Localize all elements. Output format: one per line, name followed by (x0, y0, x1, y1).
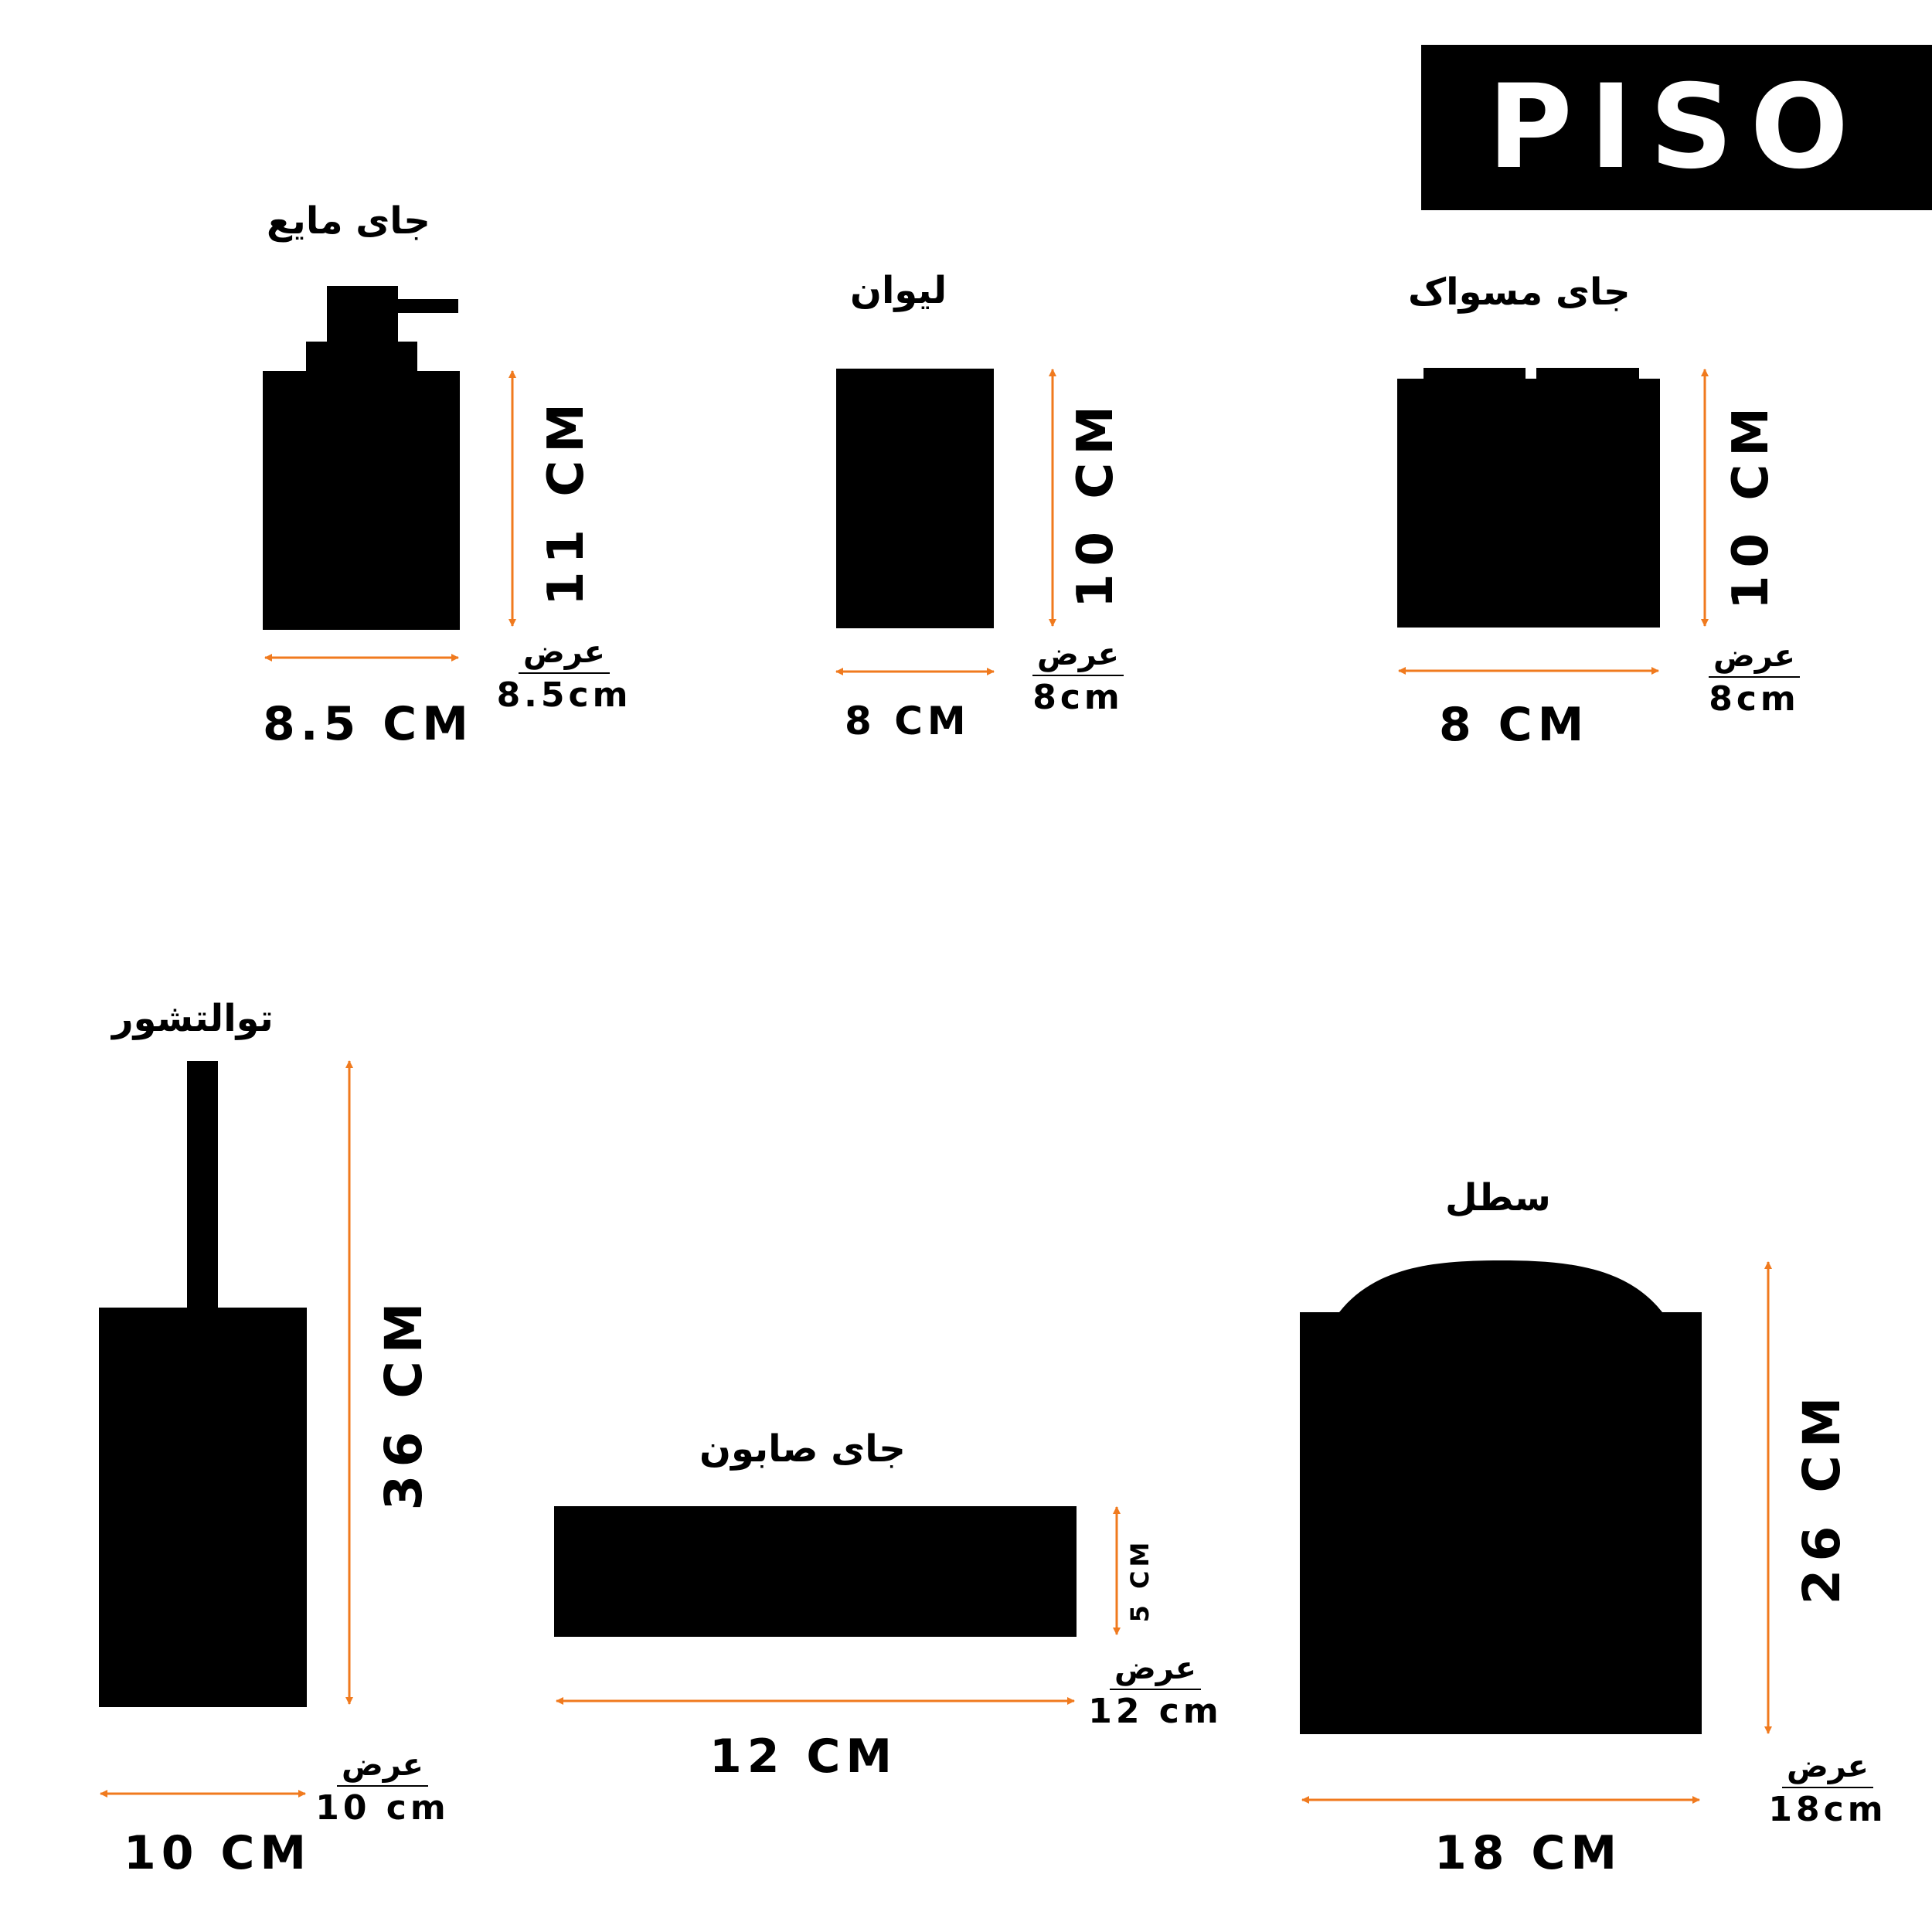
liquid-dispenser-title: جای مایع (267, 199, 430, 243)
soap-dish-title: جای صابون (699, 1427, 906, 1471)
liquid-dispenser-body (263, 371, 460, 630)
glass-height-label: 10 CM (1067, 398, 1124, 608)
toilet-brush-body (99, 1308, 307, 1707)
toothbrush-holder-width-block: عرض 8cm (1696, 638, 1812, 716)
glass-body (836, 369, 994, 628)
soap-dish-body (554, 1506, 1077, 1637)
bin-silhouette (1300, 1260, 1702, 1734)
liquid-dispenser-pump-head (327, 286, 398, 342)
toothbrush-holder-width-dim: 8 CM (1439, 698, 1590, 752)
glass-title: لیوان (850, 269, 947, 312)
bin-width-dim: 18 CM (1434, 1826, 1623, 1880)
bin-title: سطل (1445, 1176, 1551, 1219)
soap-dish-width-label: عرض (1109, 1650, 1201, 1690)
toothbrush-holder-title: جای مسواک (1408, 270, 1631, 314)
toilet-brush-title: توالتشور (112, 997, 274, 1040)
bin-width-value: 18cm (1768, 1790, 1887, 1829)
soap-dish-width-value: 12 cm (1088, 1692, 1223, 1731)
bin-height-label: 26 CM (1792, 1389, 1852, 1605)
glass-width-block: عرض 8cm (1020, 636, 1136, 715)
brand-name: PISO (1487, 60, 1866, 195)
glass-width-dim: 8 CM (845, 699, 971, 743)
toothbrush-holder-height-label: 10 CM (1723, 400, 1780, 610)
toilet-brush-handle (187, 1061, 218, 1310)
liquid-dispenser-height-label: 11 CM (538, 396, 595, 606)
toilet-brush-width-label: عرض (336, 1747, 428, 1787)
liquid-dispenser-width-value: 8.5cm (496, 675, 632, 715)
bin-width-label: عرض (1781, 1748, 1873, 1788)
toilet-brush-width-block: عرض 10 cm (309, 1747, 456, 1825)
bin-width-block: عرض 18cm (1762, 1748, 1893, 1827)
toothbrush-holder-body (1397, 379, 1660, 628)
toilet-brush-width-dim: 10 CM (124, 1826, 312, 1880)
soap-dish-width-dim: 12 CM (709, 1730, 898, 1784)
liquid-dispenser-neck (306, 342, 417, 372)
liquid-dispenser-width-dim: 8.5 CM (263, 697, 474, 751)
soap-dish-height-label: 5 CM (1125, 1538, 1155, 1623)
liquid-dispenser-width-label: عرض (518, 634, 610, 674)
toilet-brush-height-label: 36 CM (374, 1294, 434, 1511)
glass-width-label: عرض (1032, 636, 1124, 676)
toothbrush-holder-width-value: 8cm (1709, 679, 1800, 719)
liquid-dispenser-nozzle (327, 299, 458, 313)
glass-width-value: 8cm (1032, 678, 1124, 717)
toothbrush-holder-width-label: عرض (1708, 638, 1800, 678)
liquid-dispenser-width-block: عرض 8.5cm (495, 634, 634, 713)
toilet-brush-width-value: 10 cm (315, 1788, 450, 1828)
brand-logo-box: PISO (1421, 45, 1932, 210)
soap-dish-width-block: عرض 12 cm (1082, 1650, 1229, 1729)
